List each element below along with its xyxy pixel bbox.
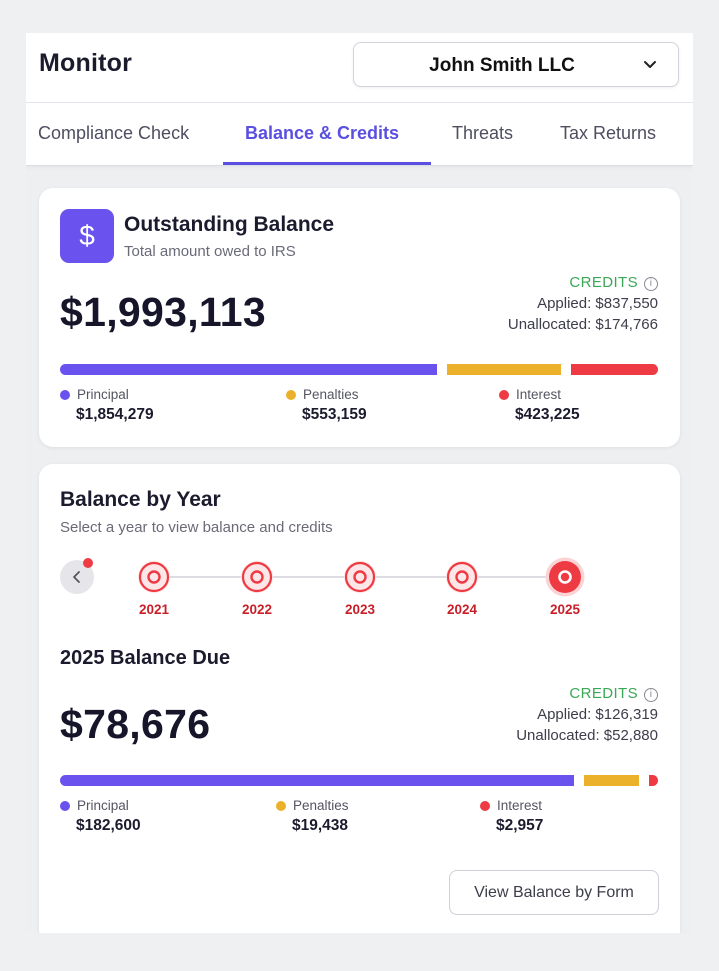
company-select[interactable]: John Smith LLC <box>353 42 679 87</box>
credits-label: CREDITS <box>569 685 638 702</box>
view-balance-by-form-button[interactable]: View Balance by Form <box>449 870 659 915</box>
legend-value: $2,957 <box>496 817 544 834</box>
chevron-down-icon <box>644 61 656 68</box>
legend-penalties: Penalties $553,159 <box>286 387 367 424</box>
legend-interest: Interest $423,225 <box>499 387 580 424</box>
year-legend-interest: Interest $2,957 <box>480 798 543 835</box>
year-label-2021[interactable]: 2021 <box>138 602 170 617</box>
credits-applied: Applied: $837,550 <box>537 295 658 312</box>
tab-balance-credits[interactable]: Balance & Credits <box>245 123 400 143</box>
legend-label: Interest <box>497 798 543 813</box>
penalties-dot <box>276 800 286 811</box>
chevron-left-icon <box>73 571 80 583</box>
tab-bar: Compliance Check Balance & Credits Threa… <box>26 103 693 166</box>
outstanding-balance-card: $ Outstanding Balance Total amount owed … <box>39 188 680 447</box>
page-title: Monitor <box>39 49 133 77</box>
credits-summary: CREDITS i Applied: $837,550 Unallocated: … <box>508 274 658 333</box>
interest-dot <box>480 800 490 811</box>
balance-due-title: 2025 Balance Due <box>60 647 231 669</box>
year-legend-principal: Principal $182,600 <box>60 798 141 835</box>
credits-heading: CREDITS i <box>508 274 658 291</box>
outstanding-title: Outstanding Balance <box>124 213 335 236</box>
principal-segment <box>60 775 574 786</box>
credits-heading: CREDITS i <box>516 685 658 702</box>
active-tab-indicator <box>223 162 431 165</box>
interest-segment <box>571 364 658 375</box>
legend-label: Penalties <box>293 798 349 813</box>
outstanding-amount: $1,993,113 <box>60 289 266 335</box>
credits-label: CREDITS <box>569 274 638 291</box>
penalties-segment <box>447 364 561 375</box>
info-icon[interactable]: i <box>644 277 658 291</box>
year-label-2024[interactable]: 2024 <box>446 602 478 617</box>
app-header: Monitor John Smith LLC <box>26 33 693 103</box>
penalties-segment <box>584 775 639 786</box>
company-select-value: John Smith LLC <box>429 55 575 76</box>
legend-value: $1,854,279 <box>76 406 154 423</box>
year-node-2024[interactable] <box>445 560 479 594</box>
year-node-2023[interactable] <box>343 560 377 594</box>
year-breakdown-bar <box>60 775 658 786</box>
principal-dot <box>60 800 70 811</box>
by-year-title: Balance by Year <box>60 488 221 511</box>
legend-label: Interest <box>516 387 562 402</box>
penalties-dot <box>286 389 296 400</box>
tab-threats[interactable]: Threats <box>452 123 514 143</box>
tab-compliance-check[interactable]: Compliance Check <box>38 123 190 143</box>
balance-breakdown-bar <box>60 364 658 375</box>
notification-dot <box>83 558 93 568</box>
legend-label: Penalties <box>303 387 359 402</box>
credits-unallocated: Unallocated: $52,880 <box>516 727 658 744</box>
by-year-subtitle: Select a year to view balance and credit… <box>60 519 333 536</box>
legend-value: $19,438 <box>292 817 349 834</box>
app-screen: Monitor John Smith LLC Compliance Check … <box>26 33 693 933</box>
legend-label: Principal <box>77 798 129 813</box>
interest-segment <box>649 775 658 786</box>
year-node-2022[interactable] <box>240 560 274 594</box>
year-label-2025[interactable]: 2025 <box>549 602 581 617</box>
legend-label: Principal <box>77 387 129 402</box>
info-icon[interactable]: i <box>644 688 658 702</box>
interest-dot <box>499 389 509 400</box>
year-node-2025-selected[interactable] <box>545 557 585 597</box>
year-legend-penalties: Penalties $19,438 <box>276 798 349 835</box>
balance-by-year-card: Balance by Year Select a year to view ba… <box>39 464 680 933</box>
year-balance-amount: $78,676 <box>60 701 211 747</box>
tab-tax-returns[interactable]: Tax Returns <box>560 123 657 143</box>
legend-value: $182,600 <box>76 817 141 834</box>
dollar-icon: $ <box>60 209 114 263</box>
legend-value: $553,159 <box>302 406 367 423</box>
legend-value: $423,225 <box>515 406 580 423</box>
principal-segment <box>60 364 437 375</box>
year-node-2021[interactable] <box>137 560 171 594</box>
year-label-2023[interactable]: 2023 <box>344 602 376 617</box>
credits-unallocated: Unallocated: $174,766 <box>507 316 658 333</box>
year-label-2022[interactable]: 2022 <box>241 602 273 617</box>
principal-dot <box>60 389 70 400</box>
year-credits-summary: CREDITS i Applied: $126,319 Unallocated: … <box>516 685 658 744</box>
legend-principal: Principal $1,854,279 <box>60 387 154 424</box>
credits-applied: Applied: $126,319 <box>537 706 658 723</box>
outstanding-subtitle: Total amount owed to IRS <box>124 243 296 260</box>
